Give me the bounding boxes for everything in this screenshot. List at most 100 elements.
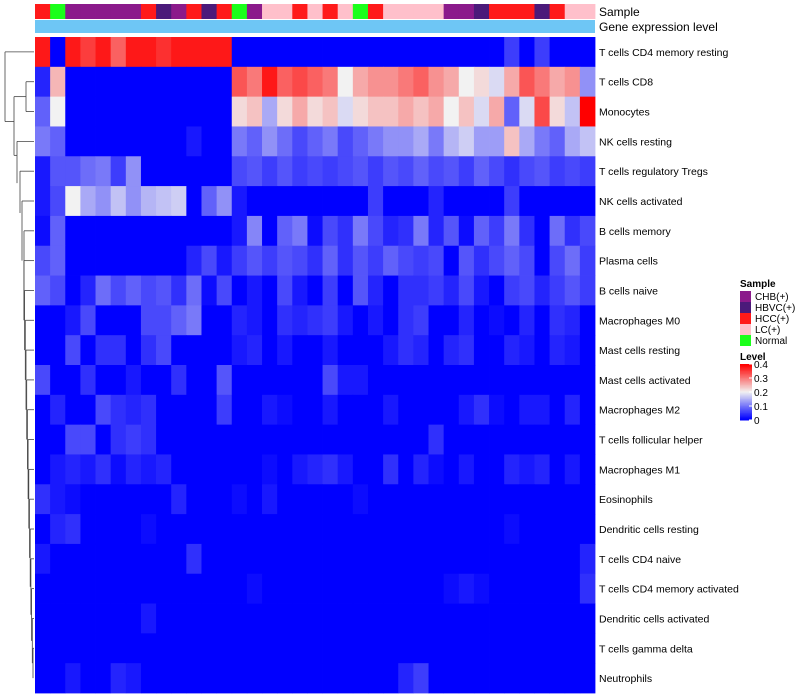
heatmap-cell — [50, 633, 66, 664]
heatmap-cell — [428, 186, 445, 217]
heatmap-cell — [367, 96, 384, 127]
heatmap-cell — [231, 484, 248, 515]
heatmap-cell — [307, 37, 323, 68]
heatmap-cell — [579, 633, 596, 664]
heatmap-cell — [504, 573, 520, 604]
heatmap-cell — [564, 543, 581, 575]
level-tick-label: 0.2 — [754, 388, 768, 399]
heatmap-cell — [383, 37, 399, 68]
heatmap-cell — [307, 484, 323, 515]
heatmap-cell — [534, 96, 550, 127]
heatmap-cell — [534, 156, 550, 187]
heatmap-cell — [564, 186, 581, 217]
heatmap-cell — [65, 156, 81, 187]
heatmap-cell — [35, 454, 51, 485]
heatmap-cell — [171, 96, 187, 127]
heatmap-cell — [458, 394, 475, 426]
heatmap-cell — [277, 186, 293, 217]
heatmap-cell — [428, 66, 445, 98]
heatmap-cell — [35, 305, 51, 336]
sample-legend-swatch — [740, 302, 751, 313]
heatmap-cell — [322, 156, 339, 187]
heatmap-cell — [398, 603, 414, 634]
heatmap-cell — [383, 275, 399, 306]
heatmap-cell — [186, 245, 202, 276]
heatmap-cell — [352, 663, 369, 694]
heatmap-cell — [579, 365, 596, 396]
heatmap-cell — [352, 365, 369, 396]
heatmap-cell — [246, 156, 263, 187]
heatmap-cell — [549, 305, 566, 336]
heatmap-cell — [398, 96, 414, 127]
heatmap-cell — [216, 275, 233, 306]
heatmap-cell — [458, 424, 475, 455]
heatmap-cell — [292, 335, 308, 366]
heatmap-cell — [186, 663, 202, 694]
heatmap-cell — [564, 603, 581, 634]
sample-legend-swatch — [740, 313, 751, 324]
heatmap-cell — [337, 365, 354, 396]
heatmap-cell — [171, 186, 187, 217]
heatmap-cell — [262, 156, 278, 187]
heatmap-cell — [246, 66, 263, 98]
heatmap-cell — [458, 663, 475, 694]
heatmap-cell — [156, 424, 172, 455]
heatmap-cell — [564, 663, 581, 694]
heatmap-cell — [201, 186, 218, 217]
heatmap-cell — [246, 335, 263, 366]
sample-annotation-cell — [277, 4, 293, 19]
heatmap-cell — [579, 514, 596, 545]
heatmap-cell — [322, 215, 339, 247]
heatmap-cell — [50, 126, 66, 157]
heatmap-cell — [156, 305, 172, 336]
heatmap-cell — [549, 365, 566, 396]
heatmap-cell — [458, 335, 475, 366]
heatmap-cell — [216, 454, 233, 485]
heatmap-cell — [110, 543, 127, 575]
heatmap-cell — [473, 96, 490, 127]
heatmap-cell — [473, 126, 490, 157]
heatmap-cell — [80, 514, 96, 545]
heatmap-cell — [262, 543, 278, 575]
heatmap-cell — [50, 424, 66, 455]
heatmap-cell — [458, 156, 475, 187]
heatmap-cell — [140, 663, 157, 694]
heatmap-cell — [413, 37, 429, 68]
heatmap-cell — [231, 126, 248, 157]
heatmap-cell — [322, 37, 339, 68]
heatmap-cell — [95, 543, 112, 575]
heatmap-cell — [489, 365, 505, 396]
heatmap-cell — [367, 514, 384, 545]
heatmap-cell — [534, 424, 550, 455]
heatmap-cell — [292, 514, 308, 545]
heatmap-cell — [579, 215, 596, 247]
heatmap-cell — [262, 573, 278, 604]
heatmap-cell — [140, 186, 157, 217]
heatmap-cell — [140, 514, 157, 545]
heatmap-cell — [125, 365, 142, 396]
heatmap-cell — [171, 335, 187, 366]
heatmap-cell — [337, 126, 354, 157]
heatmap-cell — [231, 335, 248, 366]
heatmap-cell — [95, 37, 112, 68]
heatmap-cell — [125, 156, 142, 187]
heatmap-cell — [549, 424, 566, 455]
heatmap-cell — [140, 305, 157, 336]
heatmap-cell — [458, 245, 475, 276]
heatmap-cell — [231, 186, 248, 217]
heatmap-cell — [201, 484, 218, 515]
heatmap-cell — [322, 424, 339, 455]
heatmap-cell — [50, 365, 66, 396]
sample-annotation-cell — [534, 4, 550, 19]
heatmap-cell — [504, 603, 520, 634]
heatmap-cell — [50, 573, 66, 604]
heatmap-cell — [246, 663, 263, 694]
heatmap-cell — [413, 126, 429, 157]
heatmap-cell — [428, 215, 445, 247]
heatmap-cell — [277, 37, 293, 68]
heatmap-cell — [80, 275, 96, 306]
heatmap-cell — [35, 215, 51, 247]
heatmap-cell — [125, 186, 142, 217]
heatmap-cell — [171, 424, 187, 455]
heatmap-cell — [473, 245, 490, 276]
